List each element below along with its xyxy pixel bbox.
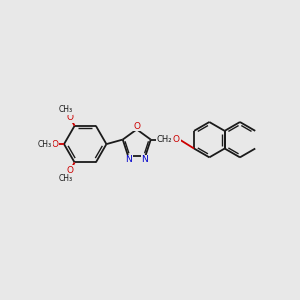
Text: O: O [66,166,74,175]
Text: CH₃: CH₃ [58,174,72,183]
Text: O: O [51,140,58,148]
Text: CH₃: CH₃ [58,105,72,114]
Text: CH₃: CH₃ [38,140,52,148]
Text: N: N [125,155,132,164]
Text: O: O [173,135,180,144]
Text: O: O [66,113,74,122]
Text: CH₂: CH₂ [156,135,172,144]
Text: N: N [141,155,148,164]
Text: O: O [133,122,140,130]
